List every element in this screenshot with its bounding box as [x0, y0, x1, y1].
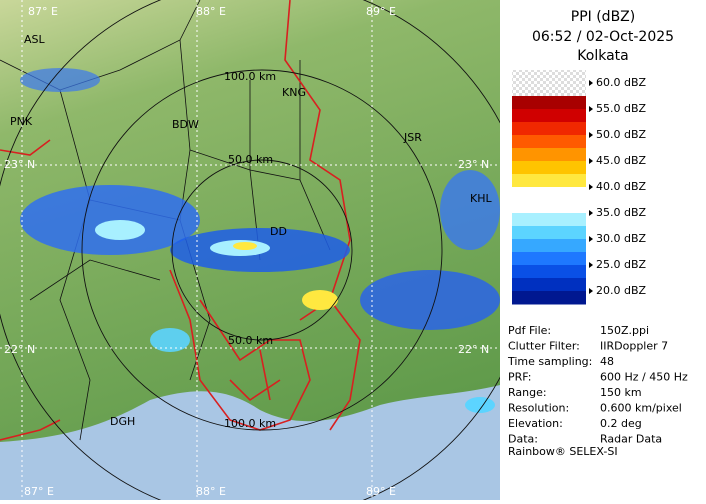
info-label: Resolution:: [508, 402, 569, 415]
place: DGH: [110, 415, 135, 428]
legend-tick: [589, 158, 593, 164]
legend-swatch: [512, 187, 586, 201]
map: 87° E 88° E 89° E 87° E 88° E 89° E 23° …: [0, 0, 500, 500]
place: BDW: [172, 118, 199, 131]
legend-tick: [589, 132, 593, 138]
echoes: [20, 68, 500, 413]
legend-swatch: [512, 174, 586, 188]
info-label: Range:: [508, 386, 547, 399]
info-value: 150Z.ppi: [600, 324, 649, 337]
info-label: Elevation:: [508, 417, 563, 430]
info-label: Time sampling:: [507, 355, 592, 368]
lon-label: 89° E: [366, 485, 396, 498]
legend-label: 40.0 dBZ: [596, 180, 647, 193]
lon-label: 89° E: [366, 5, 396, 18]
legend-swatch: [512, 148, 586, 162]
lat-label: 22° N: [458, 343, 489, 356]
footer: Rainbow® SELEX-SI: [508, 445, 618, 458]
sea: [0, 385, 500, 500]
ring-label: 100.0 km: [224, 70, 276, 83]
info-value: 48: [600, 355, 614, 368]
legend-tick: [589, 184, 593, 190]
legend-tick: [589, 288, 593, 294]
lon-label: 87° E: [24, 485, 54, 498]
place: ASL: [24, 33, 46, 46]
place: JSR: [403, 131, 422, 144]
graticule: [0, 0, 500, 500]
title: PPI (dBZ): [571, 9, 635, 25]
lon-label: 87° E: [28, 5, 58, 18]
info-value: IIRDoppler 7: [600, 340, 668, 353]
ring-label: 100.0 km: [224, 417, 276, 430]
legend-label: 25.0 dBZ: [596, 258, 647, 271]
legend-tick: [589, 210, 593, 216]
ring-label: 50.0 km: [228, 153, 273, 166]
legend-above: [512, 70, 586, 96]
legend-label: 50.0 dBZ: [596, 128, 647, 141]
legend-tick: [589, 236, 593, 242]
legend-label: 30.0 dBZ: [596, 232, 647, 245]
info-value: 0.2 deg: [600, 417, 642, 430]
lon-label: 88° E: [196, 5, 226, 18]
info: Pdf File: 150Z.ppi Clutter Filter: IIRDoppl…: [507, 324, 688, 446]
legend-tick: [589, 80, 593, 86]
info-value: Radar Data: [600, 433, 662, 446]
place: KNG: [282, 86, 306, 99]
info-label: Clutter Filter:: [508, 340, 580, 353]
district-borders: [0, 0, 331, 441]
legend-label: 55.0 dBZ: [596, 102, 647, 115]
legend-swatch: [512, 226, 586, 240]
legend-swatch: [512, 122, 586, 136]
info-value: 600 Hz / 450 Hz: [600, 371, 688, 384]
place: DD: [270, 225, 287, 238]
legend-label: 35.0 dBZ: [596, 206, 647, 219]
legend-swatch: [512, 291, 586, 305]
borders: [0, 0, 361, 441]
place: KHL: [470, 192, 492, 205]
legend-swatch: [512, 109, 586, 123]
info-label: Pdf File:: [508, 324, 551, 337]
legend-swatch: [512, 278, 586, 292]
legend-swatch: [512, 200, 586, 214]
legend-swatch: [512, 265, 586, 279]
lat-label: 23° N: [4, 158, 35, 171]
legend-label: 60.0 dBZ: [596, 76, 647, 89]
legend: 60.0 dBZ 55.0 dBZ 50.0 dBZ 45.0 dBZ 40.0 dBZ…: [512, 76, 647, 305]
info-label: PRF:: [508, 371, 531, 384]
legend-tick: [589, 106, 593, 112]
site: Kolkata: [577, 48, 628, 64]
info-label: Data:: [508, 433, 538, 446]
ring-label: 50.0 km: [228, 334, 273, 347]
legend-swatch: [512, 252, 586, 266]
lon-label: 88° E: [196, 485, 226, 498]
lat-label: 22° N: [4, 343, 35, 356]
legend-swatch: [512, 239, 586, 253]
range-rings: [0, 0, 500, 500]
legend-swatch: [512, 161, 586, 175]
info-value: 0.600 km/pixel: [600, 402, 682, 415]
legend-label: 20.0 dBZ: [596, 284, 647, 297]
time: 06:52 / 02-Oct-2025: [532, 29, 674, 45]
legend-swatch: [512, 96, 586, 110]
legend-label: 45.0 dBZ: [596, 154, 647, 167]
legend-tick: [589, 262, 593, 268]
legend-swatch: [512, 135, 586, 149]
lat-label: 23° N: [458, 158, 489, 171]
info-value: 150 km: [600, 386, 642, 399]
legend-swatch: [512, 213, 586, 227]
place: PNK: [10, 115, 33, 128]
